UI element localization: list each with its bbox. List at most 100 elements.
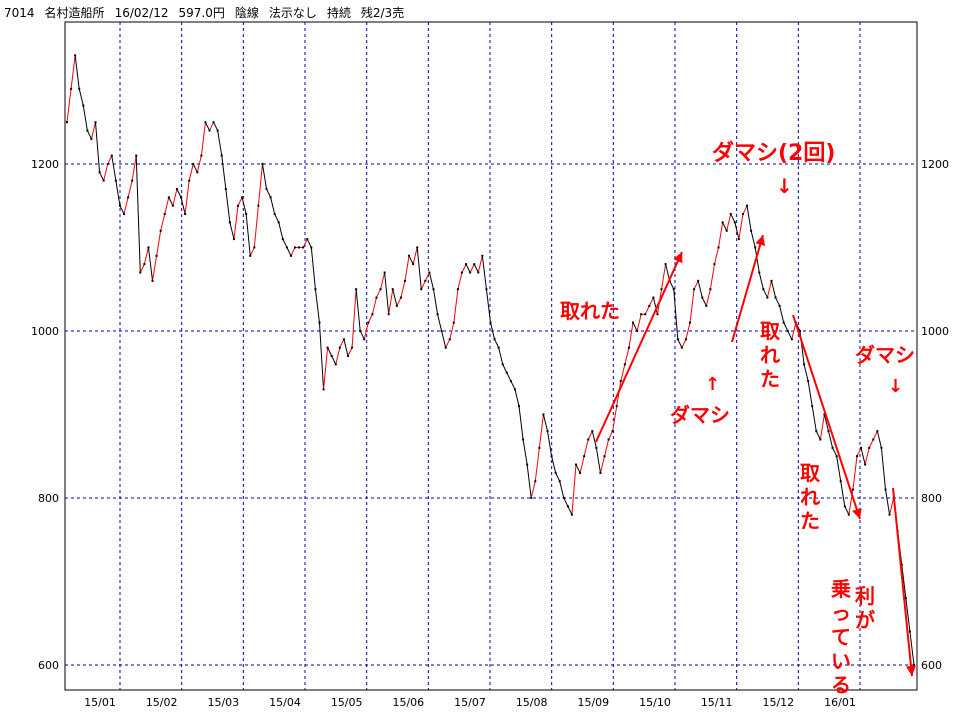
- price-segment: [147, 247, 154, 281]
- price-point: [408, 254, 411, 257]
- x-tick-label: 15/11: [701, 696, 733, 709]
- price-point: [855, 455, 858, 458]
- price-point: [180, 196, 183, 199]
- price-segment: [791, 322, 797, 340]
- price-segment: [217, 130, 223, 156]
- price-segment: [376, 288, 382, 298]
- price-point: [558, 480, 561, 483]
- price-point: [627, 346, 630, 349]
- signal-text: 法示なし: [268, 6, 317, 20]
- price-point: [782, 321, 785, 324]
- price-segment: [143, 247, 149, 265]
- price-segment: [750, 230, 756, 248]
- price-point: [289, 254, 292, 257]
- price-point: [432, 288, 435, 291]
- price-segment: [713, 247, 720, 265]
- price-point: [253, 246, 256, 249]
- price-point: [86, 129, 89, 132]
- price-segment: [135, 155, 141, 273]
- price-segment: [420, 280, 426, 290]
- x-tick-labels: 15/01 15/02 15/03 15/04 15/05 15/06 15/07 15/08…: [84, 696, 856, 709]
- price-point: [330, 355, 333, 357]
- price-point: [171, 204, 174, 207]
- price-segment: [815, 430, 821, 440]
- price-point: [860, 446, 863, 449]
- price-segment: [339, 339, 345, 348]
- x-tick-label: 15/03: [207, 696, 239, 709]
- price-segment: [518, 406, 524, 440]
- price-segment: [180, 197, 186, 215]
- y-tick-label-left: 600: [38, 659, 59, 672]
- price-segment: [367, 314, 373, 323]
- price-point: [562, 496, 565, 499]
- price-segment: [685, 322, 691, 340]
- price-point: [534, 480, 537, 483]
- price-point: [542, 413, 545, 416]
- price-point: [648, 304, 651, 307]
- price-segment: [681, 339, 687, 348]
- price-point: [550, 455, 553, 458]
- price-segment: [225, 188, 231, 223]
- x-tick-label: 15/04: [269, 696, 301, 709]
- annotation-label: 利: [855, 584, 875, 608]
- price-segment: [119, 205, 125, 215]
- price-segment: [127, 180, 133, 198]
- price-point: [399, 296, 402, 299]
- annotation-label: ダマシ: [670, 403, 730, 427]
- price-segment: [730, 213, 736, 223]
- annotation-label: い: [831, 649, 851, 673]
- price-point: [864, 463, 867, 466]
- price-point: [827, 430, 830, 433]
- annotation-label: ダマシ: [855, 343, 915, 367]
- y-tick-label-right: 1200: [921, 158, 949, 171]
- price-segment: [396, 297, 402, 307]
- price-point: [570, 513, 573, 516]
- price-point: [485, 288, 488, 291]
- annotation-label: 取: [760, 319, 780, 343]
- price-segment: [510, 380, 516, 390]
- price-point: [554, 471, 557, 474]
- price-point: [241, 196, 244, 199]
- price-segment: [823, 414, 829, 432]
- price-segment: [807, 380, 813, 407]
- annotation-label: れ: [800, 485, 820, 509]
- price-point: [872, 438, 875, 441]
- price-segment: [363, 322, 369, 340]
- price-segment: [453, 289, 459, 323]
- price-point: [155, 254, 158, 257]
- price-point: [342, 338, 345, 341]
- annotation-arrow-shaft: [731, 234, 764, 343]
- annotation-label: ↑: [705, 374, 720, 395]
- price-point: [689, 321, 692, 324]
- price-point: [599, 471, 602, 474]
- price-segment: [168, 197, 174, 206]
- price-segment: [184, 180, 190, 215]
- price-point: [636, 329, 639, 332]
- price-segment: [278, 222, 284, 240]
- price-segment: [257, 163, 263, 206]
- x-tick-label: 15/05: [331, 696, 363, 709]
- x-tick-label: 15/09: [577, 696, 609, 709]
- price-segment: [371, 297, 377, 315]
- price-segment: [302, 238, 308, 248]
- price-point: [452, 321, 455, 324]
- price-point: [310, 246, 313, 249]
- price-point: [82, 104, 85, 107]
- price-point: [701, 296, 704, 299]
- price-point: [908, 630, 911, 633]
- price-segment: [677, 339, 683, 348]
- price-segment: [490, 322, 496, 340]
- price-segment: [669, 280, 675, 290]
- x-tick-label: 15/06: [392, 696, 424, 709]
- y-tick-label-right: 800: [921, 492, 942, 505]
- price-point: [473, 263, 476, 266]
- grid-lines: [65, 22, 917, 690]
- price-segment: [591, 431, 597, 448]
- price-point: [273, 213, 276, 216]
- annotation-label: る: [831, 673, 851, 697]
- price-point: [216, 129, 219, 132]
- price-point: [351, 346, 354, 349]
- price-point: [835, 455, 838, 458]
- price-segment: [738, 213, 744, 240]
